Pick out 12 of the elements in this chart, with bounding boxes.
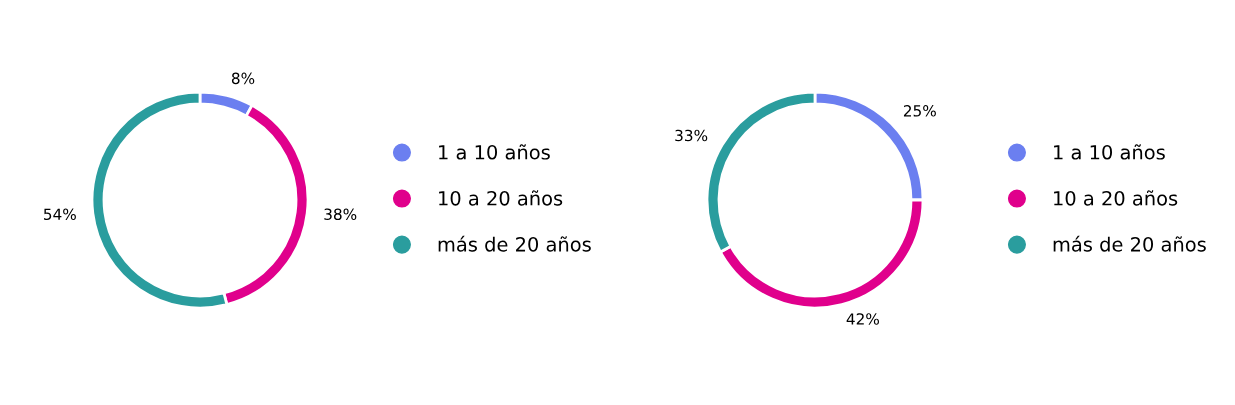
legend-label: más de 20 años [1053,235,1206,252]
data-label: 38% [324,208,357,220]
legend-label: 10 a 20 años [1054,190,1178,206]
legend-label: más de 20 años [438,235,591,252]
legend-label: 10 a 20 años [439,190,563,206]
data-label: 33% [675,129,708,142]
legend-label: 1 a 10 años [1054,144,1165,160]
data-label: 25% [903,105,936,117]
legend-label: 1 a 10 años [439,144,550,160]
data-label: 54% [44,208,76,220]
data-label: 42% [846,313,879,325]
data-label: 8% [231,72,255,85]
